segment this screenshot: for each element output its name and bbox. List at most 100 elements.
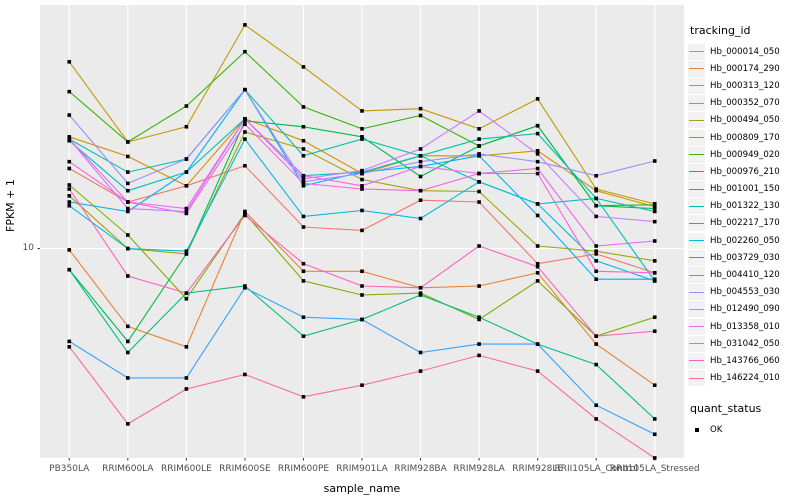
legend-item-Hb_002260_050: Hb_002260_050 <box>688 232 800 249</box>
data-point <box>301 225 306 229</box>
data-point <box>243 213 247 218</box>
data-point <box>652 259 657 263</box>
data-point <box>301 214 306 219</box>
data-point <box>301 147 306 151</box>
y-tick-label-10: 10 <box>22 243 34 254</box>
y-axis-title: FPKM + 1 <box>4 179 17 232</box>
data-point <box>594 362 598 367</box>
data-point <box>477 180 481 184</box>
legend-item-Hb_146224_010: Hb_146224_010 <box>688 370 800 387</box>
data-point <box>418 216 423 221</box>
data-point <box>535 369 540 373</box>
data-point <box>652 219 657 224</box>
data-point <box>477 244 481 248</box>
x-tick-label: RRIM600LE <box>161 464 212 474</box>
data-point <box>126 274 130 278</box>
data-point <box>243 117 247 121</box>
data-point <box>652 277 657 282</box>
legend-item-label: Hb_000352_070 <box>710 98 780 109</box>
data-point <box>418 106 423 111</box>
legend-item-Hb_013358_010: Hb_013358_010 <box>688 318 800 335</box>
legend-item-Hb_002217_170: Hb_002217_170 <box>688 215 800 232</box>
data-point <box>67 203 72 208</box>
data-point <box>594 342 598 346</box>
data-point <box>301 261 306 266</box>
legend-item-Hb_000494_050: Hb_000494_050 <box>688 112 800 129</box>
data-point <box>243 122 247 127</box>
data-point <box>360 177 364 182</box>
legend-item-Hb_000976_210: Hb_000976_210 <box>688 163 800 180</box>
legend-key <box>688 232 705 249</box>
data-point <box>184 211 189 216</box>
x-axis-title: sample_name <box>323 482 401 495</box>
data-point <box>184 170 189 174</box>
data-point <box>184 345 189 349</box>
data-point <box>184 209 189 214</box>
data-point <box>67 159 72 164</box>
legend-key <box>688 43 705 60</box>
data-point <box>652 202 657 207</box>
data-point <box>67 345 72 349</box>
data-point <box>360 269 364 274</box>
data-point <box>652 456 657 460</box>
x-tick-label: RRIM901LA <box>336 464 388 474</box>
legend-key <box>688 95 705 112</box>
tracking-id-legend: tracking_id Hb_000014_050 Hb_000174_290 Hb… <box>688 24 800 387</box>
legend-key <box>688 112 705 129</box>
legend-item-label: Hb_003729_030 <box>710 252 780 263</box>
legend-swatch-line <box>689 257 704 259</box>
legend-swatch-line <box>689 137 704 139</box>
legend-item-label: Hb_002260_050 <box>710 235 780 246</box>
data-point <box>477 200 481 204</box>
data-point <box>360 127 364 131</box>
legend-item-label: Hb_000174_290 <box>710 63 780 74</box>
data-point <box>652 383 657 387</box>
data-point <box>418 369 423 373</box>
data-point <box>360 317 364 322</box>
data-point <box>360 183 364 188</box>
data-point <box>243 118 247 123</box>
data-point <box>594 196 598 201</box>
legend-item-label: Hb_000809_170 <box>710 132 780 143</box>
data-point <box>594 269 598 274</box>
legend-key <box>688 370 705 387</box>
x-tick-label: PB350LA <box>49 464 90 474</box>
quant-legend-item: OK <box>688 421 800 438</box>
data-point <box>360 293 364 297</box>
data-point <box>184 376 189 380</box>
data-point <box>535 342 540 346</box>
data-point <box>418 153 423 158</box>
legend-item-label: Hb_146224_010 <box>710 373 780 384</box>
legend-key <box>688 60 705 77</box>
legend-item-label: Hb_000976_210 <box>710 166 780 177</box>
data-point <box>594 214 598 219</box>
legend-swatch-line <box>689 154 704 156</box>
legend-swatch-line <box>689 343 704 345</box>
data-point <box>360 137 364 141</box>
data-point <box>360 383 364 387</box>
data-point <box>477 109 481 113</box>
data-point <box>67 339 72 344</box>
data-point <box>535 264 540 269</box>
legend-swatch-line <box>689 308 704 310</box>
legend-swatch-line <box>689 291 704 293</box>
x-tick-label: RRIM928BA <box>394 464 447 474</box>
data-point <box>652 209 657 214</box>
data-point <box>243 211 247 216</box>
data-point <box>243 23 247 27</box>
data-point <box>126 188 130 193</box>
legend-item-Hb_004410_120: Hb_004410_120 <box>688 266 800 284</box>
data-point <box>652 271 657 275</box>
legend-item-Hb_000313_120: Hb_000313_120 <box>688 77 800 94</box>
quant-item-label: OK <box>710 424 723 435</box>
data-point <box>477 171 481 176</box>
x-tick-label: RRIM600SE <box>219 464 271 474</box>
data-point <box>652 206 657 211</box>
legend-swatch-line <box>689 68 704 70</box>
data-point <box>301 65 306 69</box>
legend-swatch-line <box>689 240 704 242</box>
data-point <box>360 208 364 213</box>
legend-key <box>688 301 705 318</box>
data-point <box>67 60 72 64</box>
data-point <box>243 130 247 134</box>
